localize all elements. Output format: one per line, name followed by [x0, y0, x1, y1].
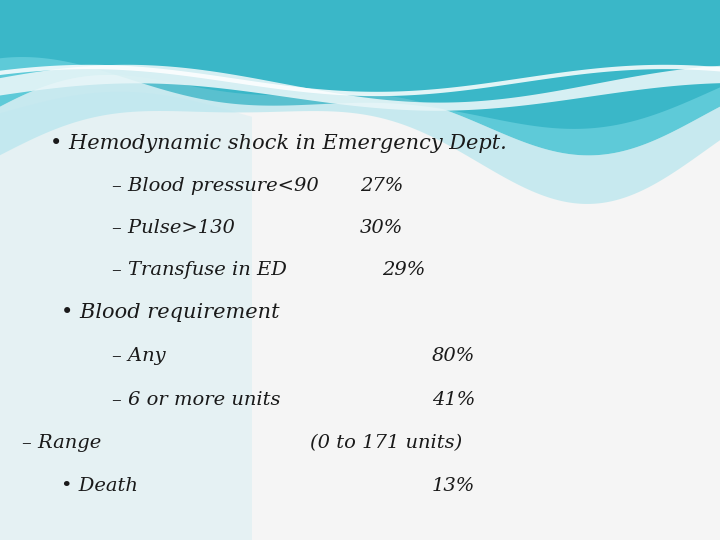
Polygon shape [0, 65, 720, 96]
Text: (0 to 171 units): (0 to 171 units) [310, 434, 462, 452]
Text: – Pulse>130: – Pulse>130 [112, 219, 235, 237]
Text: 41%: 41% [432, 390, 475, 409]
Text: – Transfuse in ED: – Transfuse in ED [112, 261, 287, 279]
Text: – Blood pressure<90: – Blood pressure<90 [112, 177, 318, 195]
Text: 30%: 30% [360, 219, 403, 237]
Text: – Range: – Range [22, 434, 101, 452]
Polygon shape [0, 75, 720, 204]
Text: 80%: 80% [432, 347, 475, 366]
Polygon shape [0, 92, 252, 540]
Text: 27%: 27% [360, 177, 403, 195]
Text: – 6 or more units: – 6 or more units [112, 390, 280, 409]
Polygon shape [0, 0, 720, 156]
Text: 13%: 13% [432, 477, 475, 495]
Text: • Hemodynamic shock in Emergency Dept.: • Hemodynamic shock in Emergency Dept. [50, 133, 507, 153]
Text: – Any: – Any [112, 347, 165, 366]
Text: • Blood requirement: • Blood requirement [61, 302, 279, 322]
Text: • Death: • Death [61, 477, 138, 495]
Polygon shape [0, 0, 720, 129]
Text: 29%: 29% [382, 261, 425, 279]
Polygon shape [0, 65, 720, 111]
